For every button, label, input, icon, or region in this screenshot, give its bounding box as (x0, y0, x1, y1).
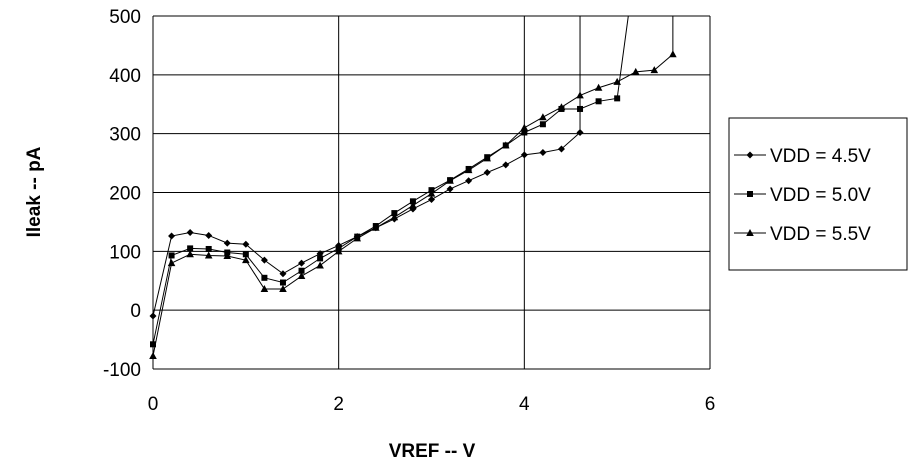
data-point (186, 250, 194, 258)
data-point (223, 239, 231, 247)
data-point (316, 250, 324, 258)
data-point (372, 223, 380, 231)
data-point (576, 91, 584, 99)
x-tick-label: 4 (519, 394, 530, 415)
data-point (594, 83, 603, 91)
data-point (483, 168, 491, 176)
y-tick-label: 100 (109, 242, 141, 263)
data-point (409, 201, 417, 209)
data-point (595, 98, 602, 105)
data-point (464, 166, 473, 174)
data-point (446, 176, 454, 184)
data-point (501, 141, 510, 149)
legend-marker (746, 151, 754, 159)
data-point (297, 272, 306, 280)
data-point (631, 67, 640, 75)
data-point (205, 245, 212, 252)
data-point (167, 259, 176, 267)
series-square (150, 15, 629, 348)
data-point (520, 123, 529, 131)
data-point (465, 177, 473, 185)
series-line (152, 16, 581, 317)
data-point (483, 154, 491, 162)
data-point (539, 121, 546, 128)
data-point (577, 105, 584, 112)
series-lines (149, 15, 677, 360)
data-point (242, 240, 250, 248)
series-diamond (149, 16, 584, 320)
data-point (242, 251, 249, 258)
data-point (390, 213, 399, 221)
legend-label: VDD = 5.5V (770, 224, 871, 245)
data-point (317, 255, 324, 262)
data-point (539, 148, 547, 156)
data-point (614, 95, 621, 102)
y-tick-label: 0 (130, 301, 141, 322)
y-tick-label: -100 (103, 360, 141, 381)
data-point (204, 251, 213, 259)
data-point (520, 151, 528, 159)
tick-labels: -100 0 100 200 300 400 500 0 2 4 6 (103, 7, 715, 415)
legend-label: VDD = 4.5V (770, 146, 871, 167)
data-point (168, 232, 176, 240)
data-point (316, 261, 324, 269)
data-point (557, 103, 566, 111)
data-point (149, 352, 157, 360)
data-point (150, 341, 156, 348)
data-point (168, 252, 175, 259)
legend-marker (746, 229, 754, 236)
data-point (260, 256, 268, 264)
y-tick-label: 500 (109, 7, 141, 28)
data-point (613, 77, 621, 85)
data-point (353, 234, 362, 242)
y-tick-label: 200 (109, 184, 141, 205)
data-point (409, 198, 416, 205)
series-triangle (149, 16, 677, 360)
data-point (334, 247, 343, 255)
legend-entry: VDD = 5.0V (734, 185, 871, 206)
data-point (186, 229, 194, 237)
data-point (298, 267, 305, 274)
data-point (298, 259, 306, 267)
x-tick-label: 6 (705, 394, 716, 415)
y-tick-label: 400 (109, 66, 141, 87)
data-point (260, 284, 269, 292)
x-tick-label: 2 (333, 394, 344, 415)
data-point (149, 312, 157, 320)
data-point (205, 231, 213, 239)
data-point (428, 196, 435, 204)
data-point (279, 270, 287, 278)
x-tick-label: 0 (148, 394, 159, 415)
data-point (427, 189, 436, 197)
data-point (650, 66, 659, 74)
data-point (669, 50, 677, 58)
data-point (279, 279, 286, 286)
data-point (187, 245, 194, 252)
data-point (446, 185, 454, 193)
legend-entry: VDD = 5.5V (734, 224, 871, 245)
data-point (223, 252, 232, 260)
legend-entry: VDD = 4.5V (734, 146, 871, 167)
legend-marker (747, 191, 753, 197)
x-axis-title: VREF -- V (389, 441, 476, 462)
data-point (279, 284, 287, 292)
legend-label: VDD = 5.0V (770, 185, 871, 206)
legend: VDD = 4.5V VDD = 5.0V VDD = 5.5V (728, 117, 908, 271)
series-line (152, 16, 674, 357)
y-axis-title: Ileak -- pA (24, 146, 45, 237)
data-point (539, 113, 547, 121)
data-point (521, 129, 528, 136)
data-point (391, 210, 398, 217)
data-point (576, 128, 584, 136)
y-tick-label: 300 (109, 125, 141, 146)
data-point (557, 145, 565, 153)
data-point (242, 256, 250, 264)
data-point (502, 161, 510, 169)
series-line (152, 15, 629, 345)
data-point (261, 274, 268, 281)
